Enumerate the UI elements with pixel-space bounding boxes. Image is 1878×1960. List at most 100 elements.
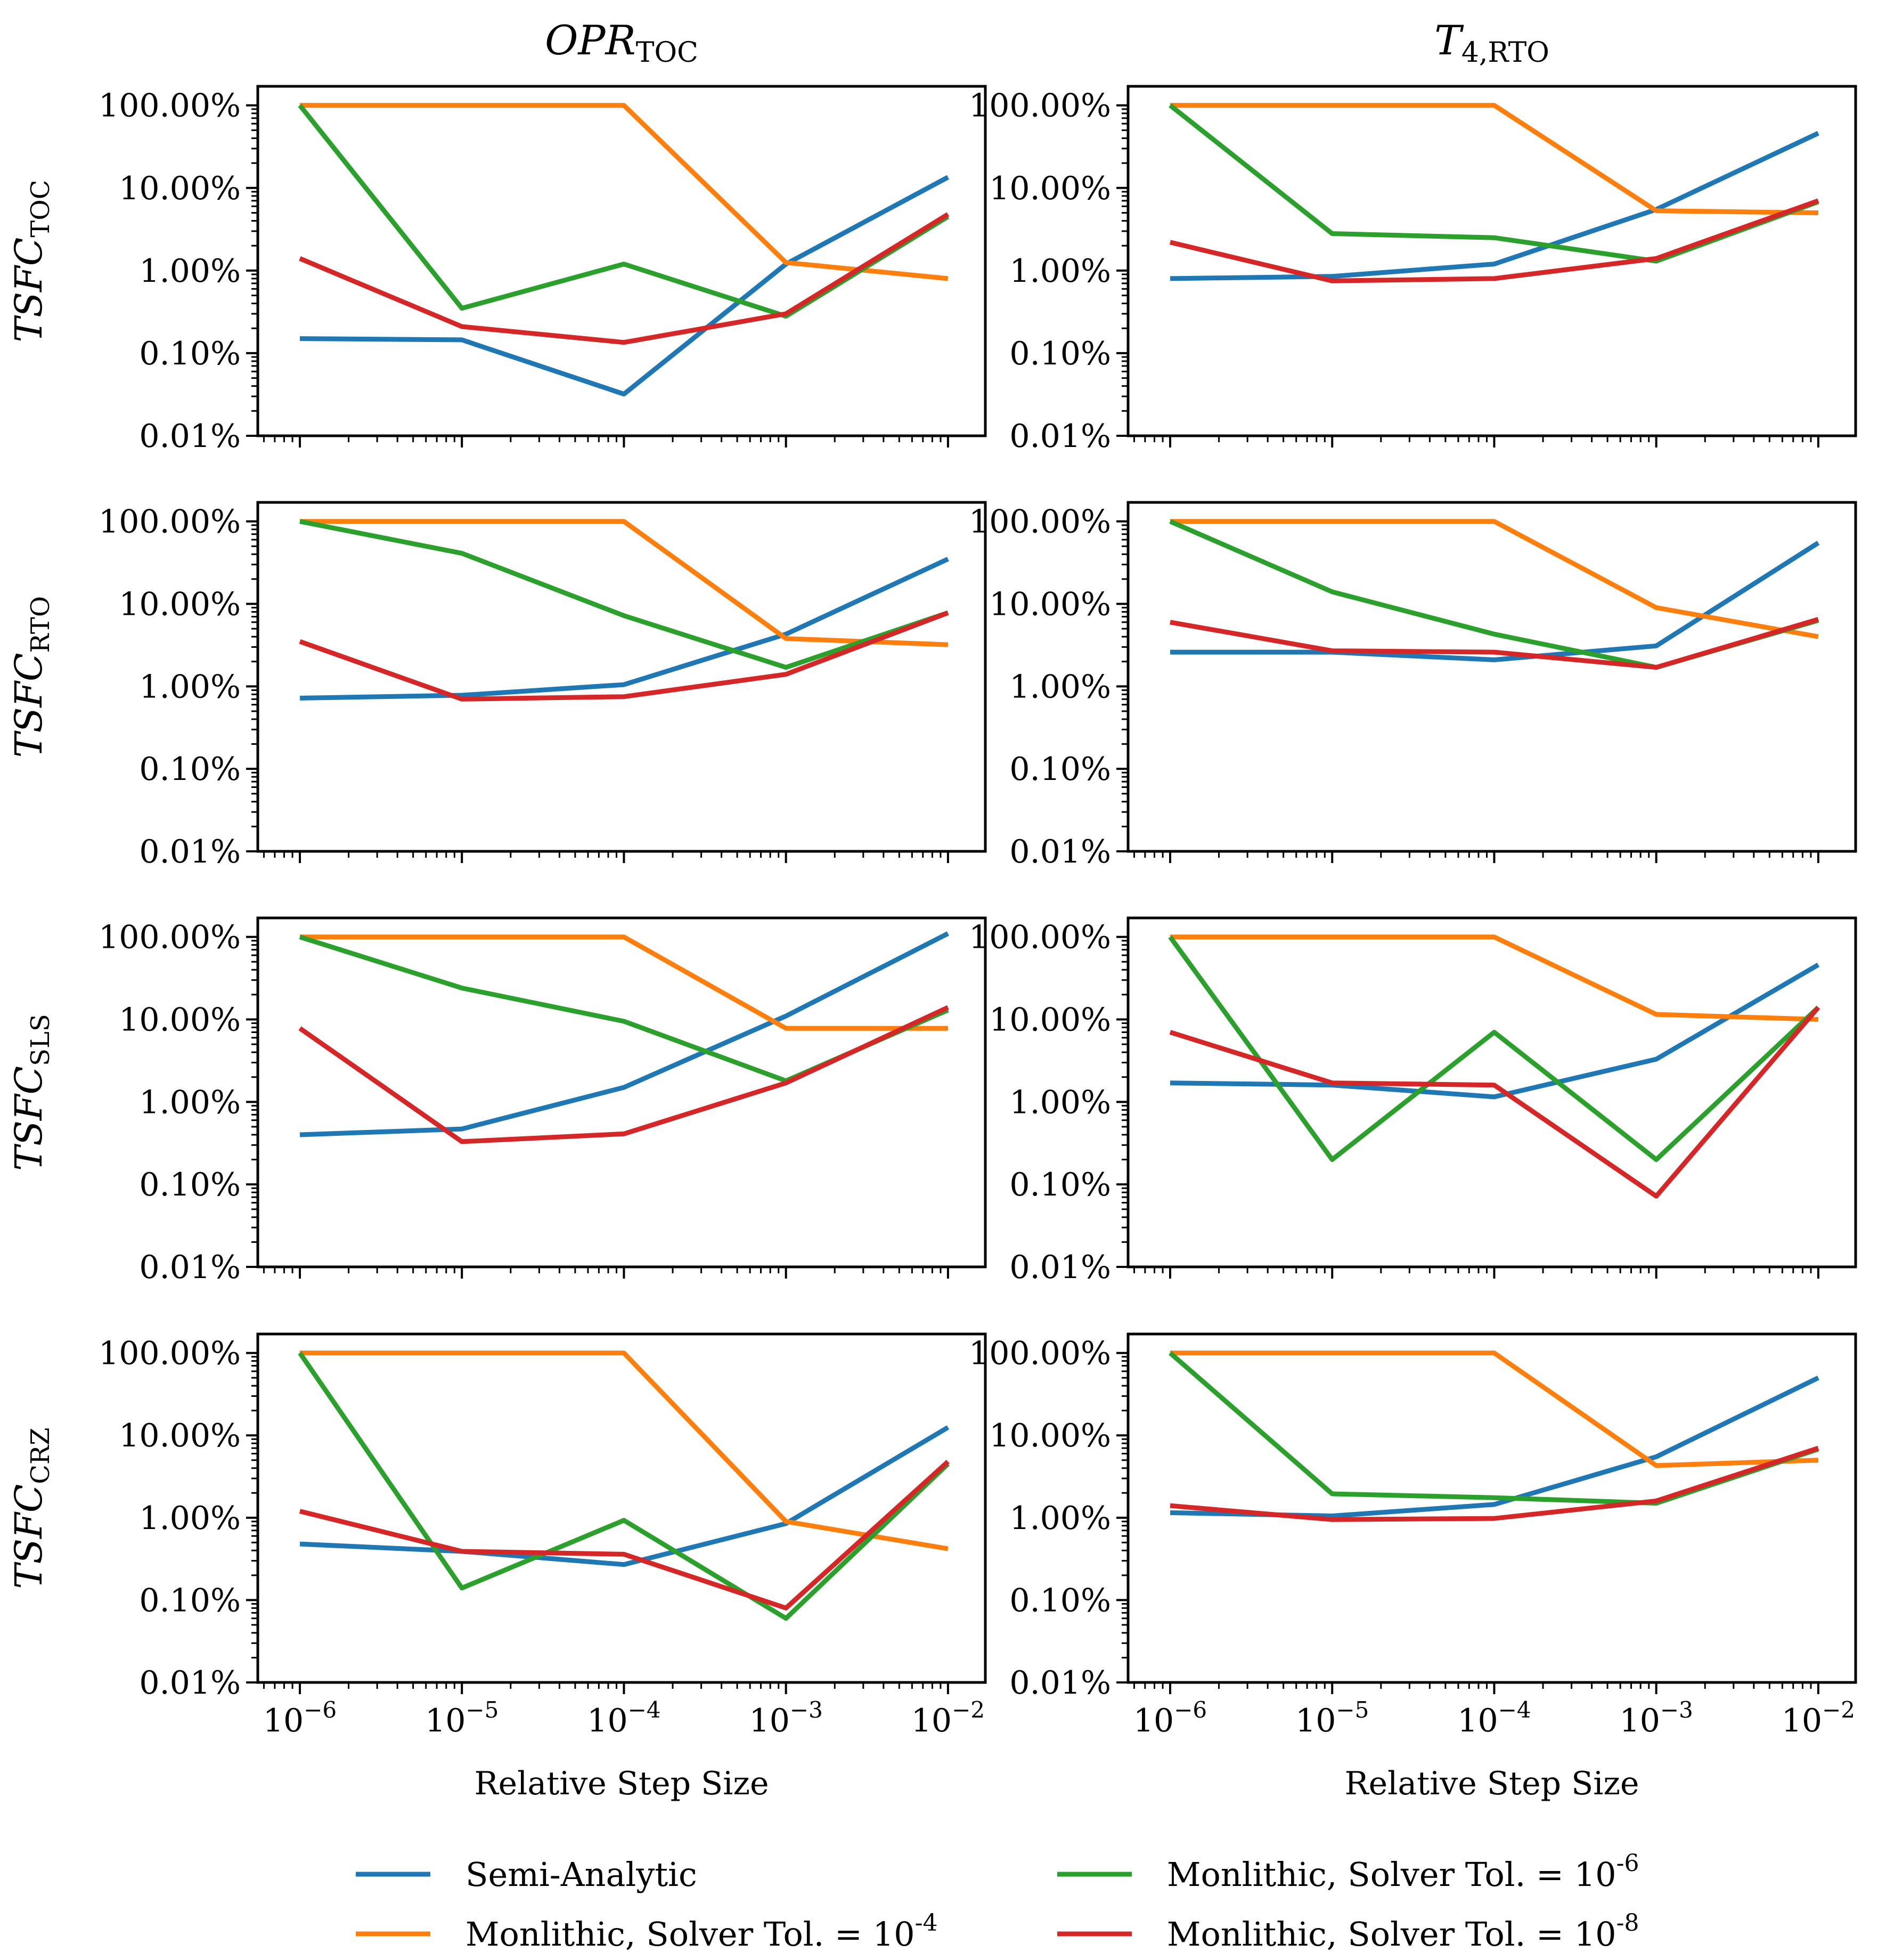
y-tick-label: 10.00% (119, 1002, 241, 1039)
series-line-3 (1170, 617, 1819, 670)
y-tick-label: 1.00% (139, 668, 241, 705)
panel-0-0: 0.01% 0.10% 1.00% 10.00% 100.00% (99, 85, 987, 455)
y-tick-label: 0.10% (1009, 335, 1111, 372)
series-line-2 (298, 1352, 950, 1621)
y-tick-label: 1.00% (1009, 1084, 1111, 1121)
series-line-1 (1170, 934, 1819, 1022)
panel-3-1: 0.01% 0.10% 1.00% 10.00% 100.00% 10−6 10−5 10−4… (969, 1332, 1857, 1802)
series-line-3 (299, 212, 950, 345)
y-tick-label: 10.00% (119, 586, 241, 623)
panel-1-1: 0.01% 0.10% 1.00% 10.00% 100.00% (969, 501, 1857, 871)
axes-frame (1126, 85, 1857, 437)
row-label: TSFCSLS (7, 1014, 55, 1170)
y-tick-label: 10.00% (989, 586, 1111, 623)
series-line-1 (300, 103, 949, 281)
y-tick-label: 100.00% (99, 919, 241, 956)
series-line-1 (1170, 1351, 1819, 1468)
y-tick-label: 100.00% (969, 503, 1111, 541)
series-line-0 (1170, 131, 1819, 281)
y-tick-label: 0.10% (1009, 751, 1111, 788)
y-tick-label: 1.00% (139, 1500, 241, 1537)
panel-3-0: 0.01% 0.10% 1.00% 10.00% 100.00% 10−6 10−5 10−4… (99, 1332, 987, 1802)
y-tick-label: 100.00% (969, 87, 1111, 125)
y-tick-label: 1.00% (1009, 1500, 1111, 1537)
y-tick-label: 0.10% (139, 1166, 241, 1203)
series-line-3 (1169, 1005, 1820, 1199)
x-tick-label: 10−2 (911, 1697, 985, 1739)
panel-2-1: 0.01% 0.10% 1.00% 10.00% 100.00% (969, 916, 1857, 1286)
row-label: TSFCCRZ (7, 1428, 55, 1589)
legend-label: Monlithic, Solver Tol. = 10-6 (1167, 1850, 1639, 1894)
y-tick-label: 100.00% (99, 503, 241, 541)
x-tick-label: 10−6 (263, 1697, 337, 1739)
x-tick-label: 10−5 (1295, 1697, 1369, 1739)
x-axis-label: Relative Step Size (474, 1765, 769, 1802)
y-tick-label: 0.01% (139, 833, 241, 871)
series-line-0 (1170, 541, 1820, 662)
legend-item-2: Monlithic, Solver Tol. = 10-6 (1057, 1850, 1639, 1894)
series-line-2 (299, 519, 949, 670)
column-title: OPRTOC (545, 17, 698, 69)
x-tick-label: 10−3 (1620, 1697, 1693, 1739)
series-line-2 (299, 934, 949, 1084)
series-line-0 (299, 175, 950, 397)
x-tick-label: 10−4 (1457, 1697, 1531, 1739)
series-line-3 (299, 610, 949, 702)
y-tick-label: 0.01% (139, 1664, 241, 1702)
legend-label: Semi-Analytic (466, 1855, 697, 1894)
series-line-0 (1170, 1376, 1819, 1518)
y-tick-label: 0.01% (139, 1249, 241, 1286)
series-line-3 (1170, 1445, 1819, 1522)
x-tick-label: 10−5 (425, 1697, 499, 1739)
panel-0-1: 0.01% 0.10% 1.00% 10.00% 100.00% (969, 85, 1857, 455)
x-axis-label: Relative Step Size (1344, 1765, 1639, 1802)
y-tick-label: 10.00% (989, 1417, 1111, 1454)
y-tick-label: 100.00% (99, 1335, 241, 1372)
axes-frame (1126, 501, 1857, 853)
series-line-2 (1169, 519, 1819, 670)
y-tick-label: 0.01% (1009, 1664, 1111, 1702)
series-line-3 (298, 1005, 949, 1144)
y-tick-label: 10.00% (119, 170, 241, 207)
legend-label: Monlithic, Solver Tol. = 10-4 (466, 1909, 937, 1954)
column-title: T4,RTO (1434, 17, 1549, 69)
series-line-3 (299, 1460, 950, 1611)
y-tick-label: 0.10% (1009, 1166, 1111, 1203)
series-line-0 (299, 1425, 950, 1567)
y-tick-label: 100.00% (99, 87, 241, 125)
y-tick-label: 0.01% (1009, 833, 1111, 871)
series-line-1 (1170, 519, 1819, 639)
y-tick-label: 0.01% (1009, 418, 1111, 455)
x-tick-label: 10−6 (1133, 1697, 1207, 1739)
series-line-1 (300, 934, 948, 1031)
y-tick-label: 0.01% (1009, 1249, 1111, 1286)
series-line-1 (1170, 103, 1818, 215)
series-line-2 (298, 103, 950, 319)
legend-item-0: Semi-Analytic (356, 1855, 697, 1894)
axes-frame (256, 85, 987, 437)
y-tick-label: 0.01% (139, 418, 241, 455)
y-tick-label: 10.00% (989, 1002, 1111, 1039)
y-tick-label: 1.00% (1009, 253, 1111, 290)
series-line-0 (299, 931, 949, 1137)
legend-label: Monlithic, Solver Tol. = 10-8 (1167, 1909, 1639, 1954)
y-tick-label: 10.00% (989, 170, 1111, 207)
series-line-1 (300, 1351, 949, 1551)
axes-frame (256, 501, 987, 853)
row-label: TSFCTOC (7, 180, 55, 343)
y-tick-label: 100.00% (969, 919, 1111, 956)
y-tick-label: 0.10% (139, 335, 241, 372)
y-tick-label: 100.00% (969, 1335, 1111, 1372)
y-tick-label: 1.00% (139, 1084, 241, 1121)
series-line-0 (299, 557, 949, 701)
axes-frame (256, 1332, 987, 1684)
legend-item-3: Monlithic, Solver Tol. = 10-8 (1057, 1909, 1639, 1954)
axes-frame (256, 916, 987, 1268)
series-line-3 (1169, 198, 1819, 283)
y-tick-label: 0.10% (139, 751, 241, 788)
y-tick-label: 10.00% (119, 1417, 241, 1454)
row-label: TSFCRTO (7, 596, 55, 758)
x-tick-label: 10−3 (749, 1697, 823, 1739)
series-line-1 (300, 519, 949, 647)
